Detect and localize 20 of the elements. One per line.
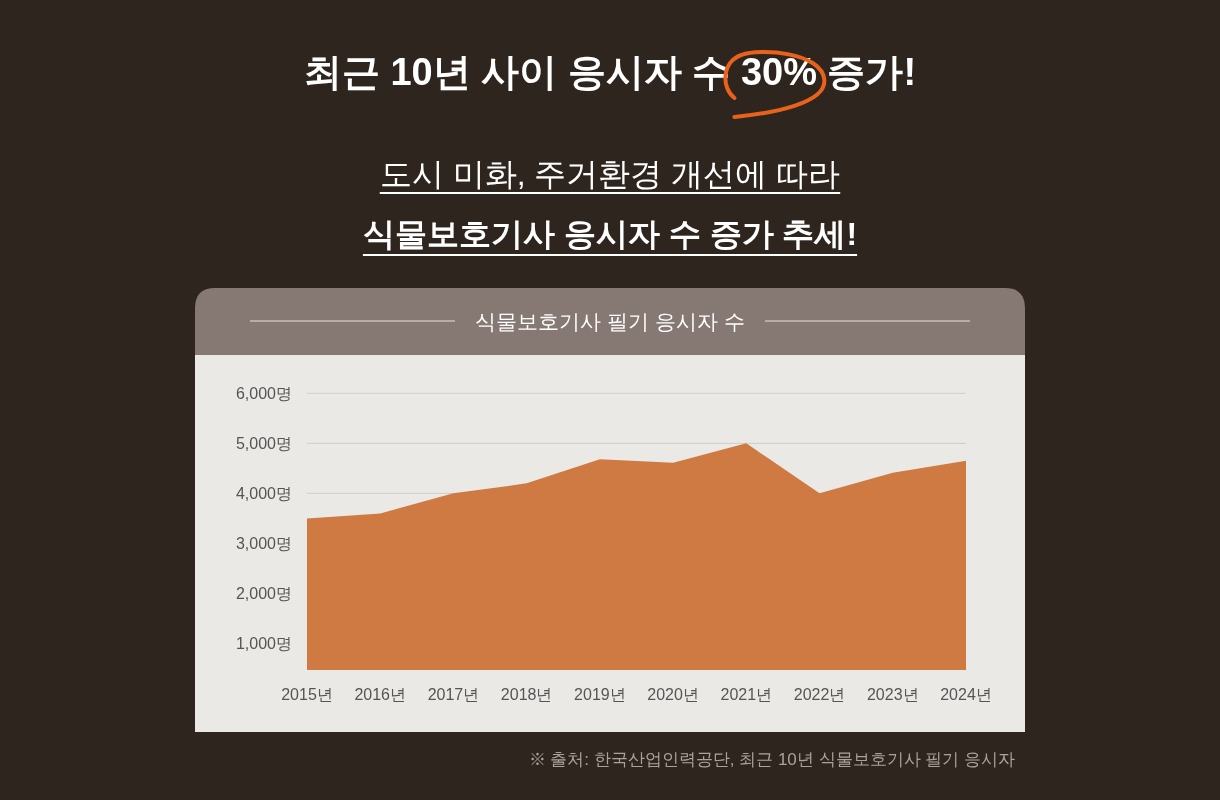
text: 식물보호기사 응시자 수 증가 추세!	[362, 216, 858, 252]
x-tick-label: 2018년	[500, 686, 553, 703]
x-tick-label: 2020년	[647, 686, 699, 703]
text: ※ 출처: 한국산업인력공단, 최근 10년 식물보호기사 필기 응시자	[528, 750, 1015, 769]
x-tick-label: 2017년	[427, 686, 480, 703]
y-tick-label: 5,000명	[235, 435, 292, 453]
x-tick-label: 2024년	[940, 686, 992, 703]
y-tick-label: 4,000명	[235, 485, 292, 503]
text: 식물보호기사 필기 응시자 수	[475, 310, 745, 333]
y-tick-label: 1,000명	[235, 635, 292, 653]
x-tick-label: 2022년	[793, 686, 846, 703]
x-tick-label: 2023년	[866, 686, 919, 703]
x-tick-label: 2019년	[574, 686, 626, 703]
y-tick-label: 6,000명	[235, 385, 292, 403]
y-tick-label: 3,000명	[235, 535, 292, 553]
chart-subtitle: 도시 미화, 주거환경 개선에 따라	[379, 156, 841, 192]
x-tick-label: 2021년	[720, 686, 773, 703]
y-tick-label: 2,000명	[235, 585, 292, 603]
x-tick-label: 2016년	[354, 686, 407, 703]
x-tick-label: 2015년	[281, 686, 333, 703]
